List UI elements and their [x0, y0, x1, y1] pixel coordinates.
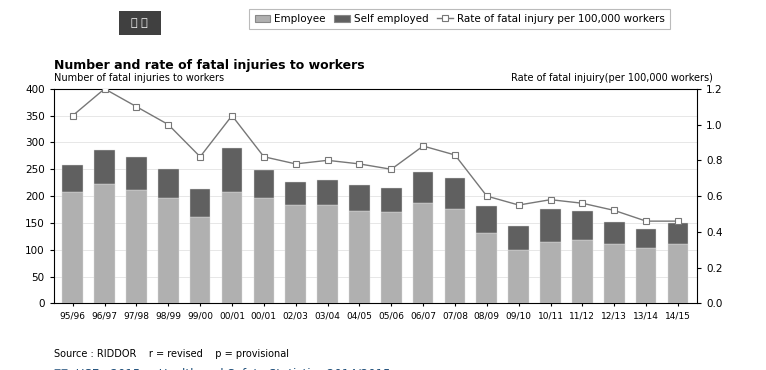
- Text: 출치: HSE.  2015a.  Health and Safety Statistics 2014/2015.: 출치: HSE. 2015a. Health and Safety Statis…: [54, 368, 394, 370]
- Bar: [476, 206, 497, 233]
- Text: Source : RIDDOR    r = revised    p = provisional: Source : RIDDOR r = revised p = provisio…: [54, 349, 289, 359]
- Bar: [444, 178, 465, 209]
- Bar: [668, 244, 689, 303]
- Bar: [413, 172, 434, 202]
- Bar: [94, 151, 115, 184]
- Legend: Employee, Self employed, Rate of fatal injury per 100,000 workers: Employee, Self employed, Rate of fatal i…: [250, 9, 669, 29]
- Text: Number and rate of fatal injuries to workers: Number and rate of fatal injuries to wor…: [54, 59, 365, 72]
- Bar: [286, 182, 306, 205]
- Bar: [317, 180, 338, 205]
- Text: Number of fatal injuries to workers: Number of fatal injuries to workers: [54, 73, 224, 83]
- Bar: [126, 158, 147, 190]
- Bar: [349, 211, 370, 303]
- Bar: [158, 198, 178, 303]
- Bar: [636, 229, 656, 248]
- Bar: [509, 226, 529, 250]
- Bar: [381, 212, 401, 303]
- Text: Rate of fatal injuiry(per 100,000 workers): Rate of fatal injuiry(per 100,000 worker…: [510, 73, 712, 83]
- Bar: [254, 198, 274, 303]
- Bar: [158, 169, 178, 198]
- Bar: [444, 209, 465, 303]
- Bar: [349, 185, 370, 211]
- Bar: [62, 165, 83, 192]
- Bar: [126, 190, 147, 303]
- Bar: [636, 248, 656, 303]
- Bar: [572, 211, 593, 240]
- Bar: [94, 184, 115, 303]
- Bar: [540, 242, 561, 303]
- Text: 범 레: 범 레: [132, 18, 148, 28]
- Bar: [221, 192, 242, 303]
- Bar: [509, 250, 529, 303]
- Bar: [604, 222, 624, 244]
- Bar: [476, 233, 497, 303]
- Bar: [62, 192, 83, 303]
- Bar: [317, 205, 338, 303]
- Bar: [254, 170, 274, 198]
- Bar: [221, 148, 242, 192]
- Bar: [540, 209, 561, 242]
- Bar: [381, 188, 401, 212]
- Bar: [604, 244, 624, 303]
- Bar: [572, 240, 593, 303]
- Bar: [286, 205, 306, 303]
- Bar: [668, 223, 689, 244]
- Bar: [190, 217, 211, 303]
- Bar: [190, 189, 211, 217]
- Bar: [413, 202, 434, 303]
